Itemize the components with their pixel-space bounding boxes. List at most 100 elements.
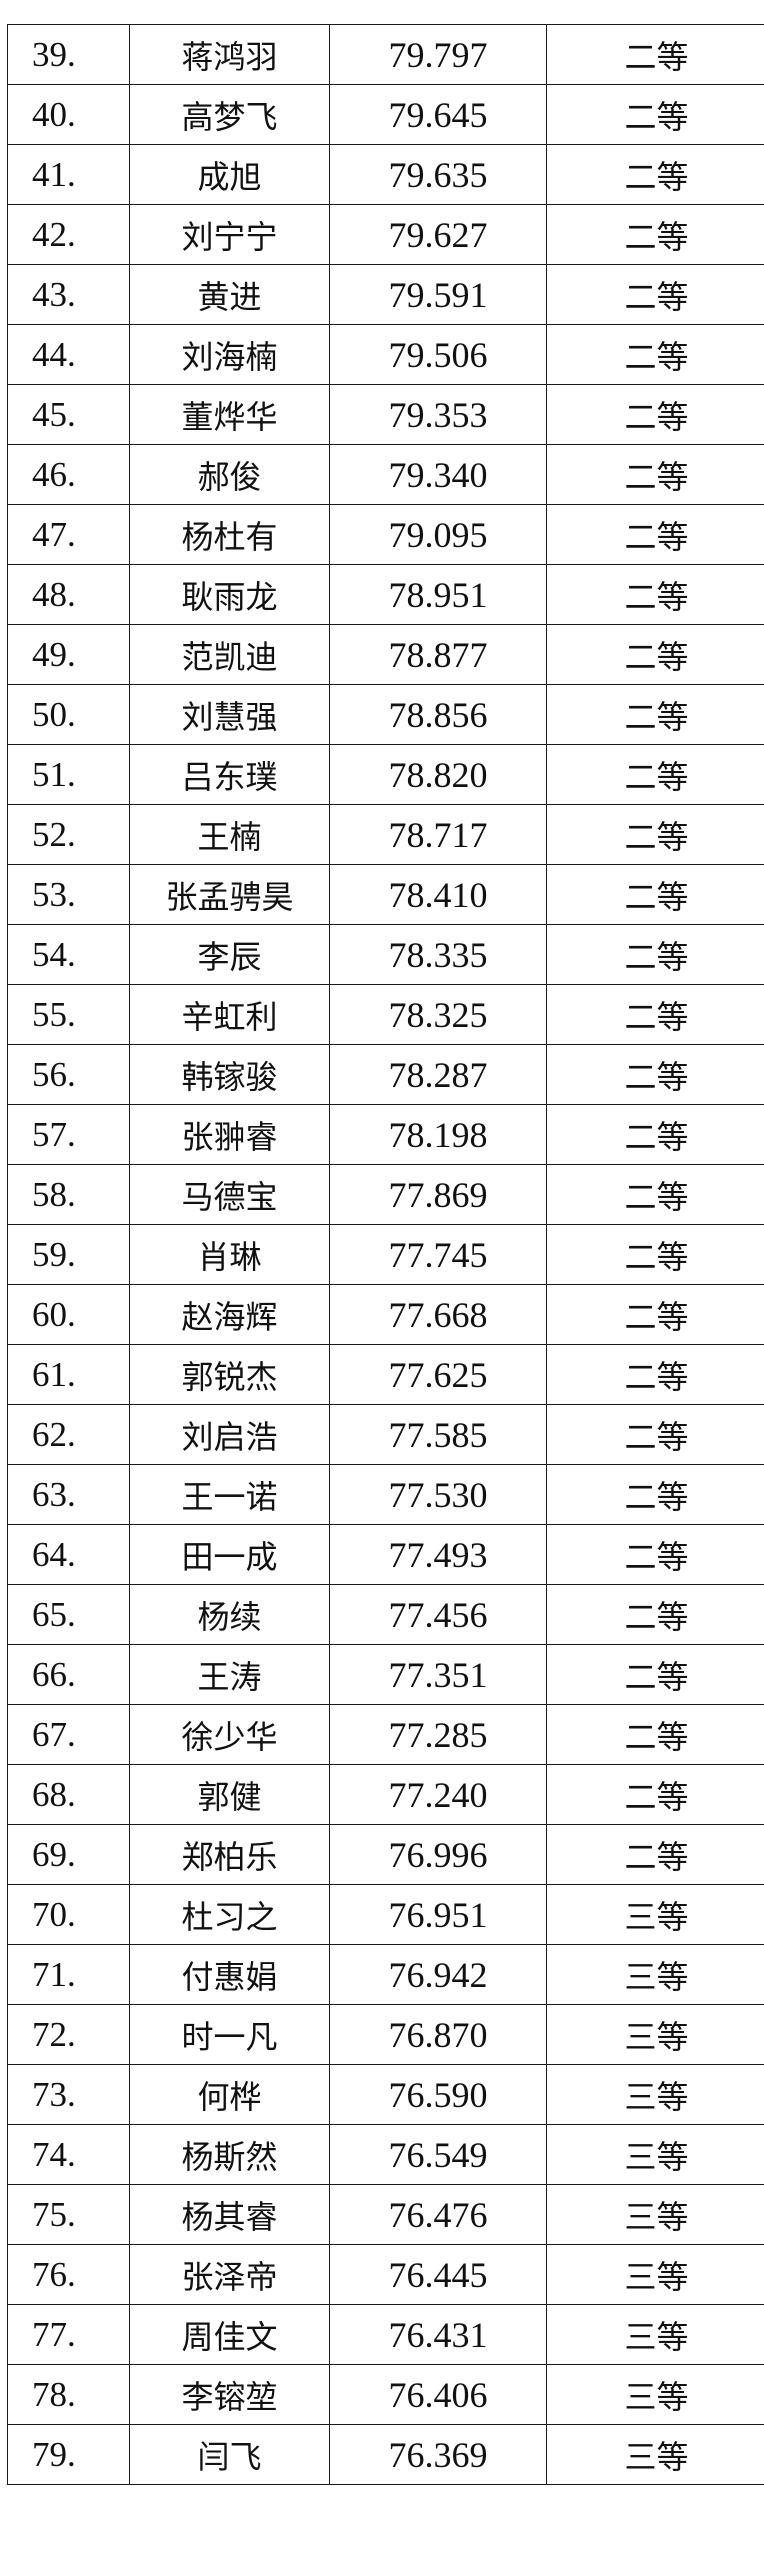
grade-cell: 二等 (546, 1584, 764, 1645)
table-row: 39. 蒋鸿羽 79.797 二等 (7, 24, 764, 85)
table-row: 75. 杨其睿 76.476 三等 (7, 2184, 764, 2245)
score-cell: 76.406 (329, 2364, 547, 2425)
score-cell: 79.591 (329, 264, 547, 325)
score-cell: 77.668 (329, 1284, 547, 1345)
grade-cell: 二等 (546, 204, 764, 265)
table-row: 61. 郭锐杰 77.625 二等 (7, 1344, 764, 1405)
score-cell: 76.476 (329, 2184, 547, 2245)
table-row: 64. 田一成 77.493 二等 (7, 1524, 764, 1585)
score-cell: 76.431 (329, 2304, 547, 2365)
name-cell: 王一诺 (129, 1464, 330, 1525)
results-table-body: 39. 蒋鸿羽 79.797 二等 40. 高梦飞 79.645 二等 41. 成旭 79.635 二… (7, 24, 764, 2485)
score-cell: 77.240 (329, 1764, 547, 1825)
name-cell: 黄进 (129, 264, 330, 325)
table-row: 53. 张孟骋昊 78.410 二等 (7, 864, 764, 925)
rank-cell: 73. (7, 2064, 130, 2125)
score-cell: 79.353 (329, 384, 547, 445)
rank-cell: 54. (7, 924, 130, 985)
grade-cell: 三等 (546, 2064, 764, 2125)
rank-cell: 48. (7, 564, 130, 625)
score-cell: 79.340 (329, 444, 547, 505)
name-cell: 张翀睿 (129, 1104, 330, 1165)
table-row: 60. 赵海辉 77.668 二等 (7, 1284, 764, 1345)
results-table: 39. 蒋鸿羽 79.797 二等 40. 高梦飞 79.645 二等 41. 成旭 79.635 二… (7, 24, 764, 2485)
name-cell: 付惠娟 (129, 1944, 330, 2005)
score-cell: 79.095 (329, 504, 547, 565)
name-cell: 王涛 (129, 1644, 330, 1705)
score-cell: 78.820 (329, 744, 547, 805)
grade-cell: 二等 (546, 504, 764, 565)
table-row: 52. 王楠 78.717 二等 (7, 804, 764, 865)
name-cell: 何桦 (129, 2064, 330, 2125)
grade-cell: 二等 (546, 924, 764, 985)
score-cell: 76.369 (329, 2424, 547, 2485)
rank-cell: 50. (7, 684, 130, 745)
rank-cell: 71. (7, 1944, 130, 2005)
grade-cell: 二等 (546, 984, 764, 1045)
score-cell: 78.951 (329, 564, 547, 625)
rank-cell: 62. (7, 1404, 130, 1465)
rank-cell: 47. (7, 504, 130, 565)
table-row: 77. 周佳文 76.431 三等 (7, 2304, 764, 2365)
grade-cell: 三等 (546, 2244, 764, 2305)
rank-cell: 42. (7, 204, 130, 265)
name-cell: 肖琳 (129, 1224, 330, 1285)
grade-cell: 二等 (546, 1344, 764, 1405)
rank-cell: 41. (7, 144, 130, 205)
rank-cell: 44. (7, 324, 130, 385)
rank-cell: 69. (7, 1824, 130, 1885)
name-cell: 时一凡 (129, 2004, 330, 2065)
grade-cell: 二等 (546, 1284, 764, 1345)
rank-cell: 77. (7, 2304, 130, 2365)
table-row: 47. 杨杜有 79.095 二等 (7, 504, 764, 565)
name-cell: 张泽帝 (129, 2244, 330, 2305)
table-row: 78. 李镕堃 76.406 三等 (7, 2364, 764, 2425)
table-row: 49. 范凯迪 78.877 二等 (7, 624, 764, 685)
rank-cell: 76. (7, 2244, 130, 2305)
grade-cell: 三等 (546, 2364, 764, 2425)
table-row: 76. 张泽帝 76.445 三等 (7, 2244, 764, 2305)
table-row: 50. 刘慧强 78.856 二等 (7, 684, 764, 745)
name-cell: 郭锐杰 (129, 1344, 330, 1405)
rank-cell: 51. (7, 744, 130, 805)
name-cell: 蒋鸿羽 (129, 24, 330, 85)
score-cell: 76.870 (329, 2004, 547, 2065)
grade-cell: 二等 (546, 744, 764, 805)
grade-cell: 二等 (546, 1044, 764, 1105)
grade-cell: 二等 (546, 684, 764, 745)
name-cell: 田一成 (129, 1524, 330, 1585)
grade-cell: 二等 (546, 1644, 764, 1705)
rank-cell: 65. (7, 1584, 130, 1645)
rank-cell: 58. (7, 1164, 130, 1225)
score-cell: 79.797 (329, 24, 547, 85)
rank-cell: 46. (7, 444, 130, 505)
name-cell: 张孟骋昊 (129, 864, 330, 925)
score-cell: 76.942 (329, 1944, 547, 2005)
name-cell: 闫飞 (129, 2424, 330, 2485)
grade-cell: 二等 (546, 1464, 764, 1525)
grade-cell: 三等 (546, 1884, 764, 1945)
grade-cell: 三等 (546, 1944, 764, 2005)
table-row: 40. 高梦飞 79.645 二等 (7, 84, 764, 145)
name-cell: 杜习之 (129, 1884, 330, 1945)
table-row: 56. 韩镓骏 78.287 二等 (7, 1044, 764, 1105)
rank-cell: 67. (7, 1704, 130, 1765)
table-row: 54. 李辰 78.335 二等 (7, 924, 764, 985)
score-cell: 78.410 (329, 864, 547, 925)
score-cell: 78.287 (329, 1044, 547, 1105)
grade-cell: 三等 (546, 2424, 764, 2485)
table-row: 66. 王涛 77.351 二等 (7, 1644, 764, 1705)
name-cell: 徐少华 (129, 1704, 330, 1765)
rank-cell: 55. (7, 984, 130, 1045)
table-row: 48. 耿雨龙 78.951 二等 (7, 564, 764, 625)
table-row: 79. 闫飞 76.369 三等 (7, 2424, 764, 2485)
rank-cell: 63. (7, 1464, 130, 1525)
rank-cell: 74. (7, 2124, 130, 2185)
table-row: 69. 郑柏乐 76.996 二等 (7, 1824, 764, 1885)
rank-cell: 43. (7, 264, 130, 325)
table-row: 72. 时一凡 76.870 三等 (7, 2004, 764, 2065)
name-cell: 赵海辉 (129, 1284, 330, 1345)
name-cell: 杨杜有 (129, 504, 330, 565)
name-cell: 辛虹利 (129, 984, 330, 1045)
rank-cell: 53. (7, 864, 130, 925)
